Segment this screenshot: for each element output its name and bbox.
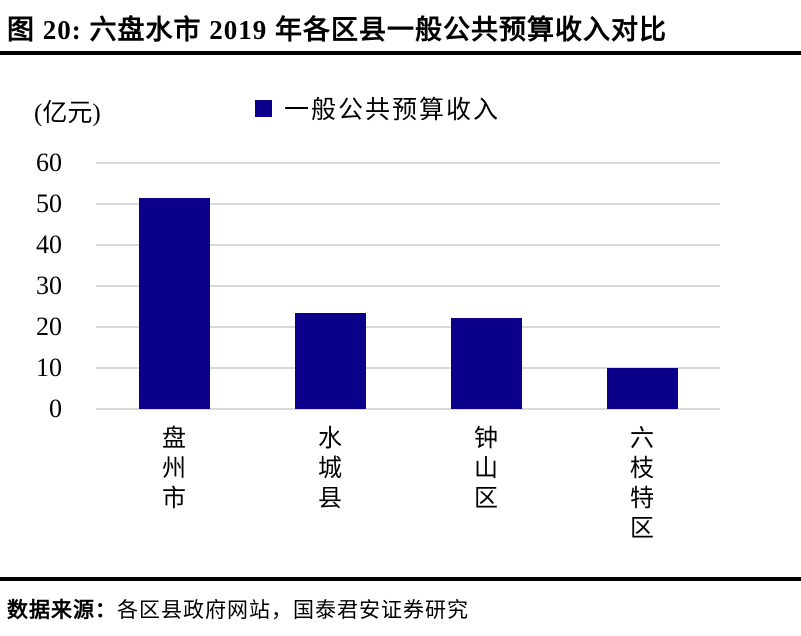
x-axis-category-label: 盘州市 [96, 424, 252, 514]
gridline [96, 367, 720, 369]
legend-label: 一般公共预算收入 [284, 97, 501, 124]
x-axis-label-char: 盘 [162, 426, 186, 452]
x-axis-label-char: 州 [162, 456, 186, 482]
y-axis-tick-label: 40 [36, 230, 62, 259]
bar-水城县 [294, 313, 366, 409]
x-axis-label-char: 区 [474, 486, 498, 512]
x-axis-label-char: 县 [318, 486, 342, 512]
footer-divider [0, 577, 801, 581]
x-axis-label-char: 市 [162, 486, 186, 512]
bar-钟山区 [450, 318, 522, 409]
x-axis-category-label: 六枝特区 [564, 424, 720, 544]
y-axis-tick-label: 0 [49, 394, 62, 423]
bar-六枝特区 [606, 368, 678, 409]
y-axis-tick-label: 10 [36, 353, 62, 382]
y-axis-tick-label: 60 [36, 148, 62, 177]
gridline [96, 408, 720, 410]
figure-title: 图 20: 六盘水市 2019 年各区县一般公共预算收入对比 [7, 15, 667, 45]
y-axis-unit-label: (亿元) [34, 100, 101, 127]
x-axis-label-char: 城 [318, 456, 342, 482]
legend: 一般公共预算收入 [255, 90, 500, 126]
x-axis-label-char: 枝 [630, 456, 654, 482]
plot-area [96, 162, 720, 410]
gridline [96, 244, 720, 246]
y-axis-tick-label: 20 [36, 312, 62, 341]
gridline [96, 285, 720, 287]
y-axis-tick-label: 50 [36, 189, 62, 218]
x-axis-label-char: 水 [318, 426, 342, 452]
title-divider [0, 51, 801, 55]
x-axis-label-char: 六 [630, 426, 654, 452]
gridline [96, 203, 720, 205]
x-axis-category-label: 水城县 [252, 424, 408, 514]
x-axis-label-char: 钟 [474, 426, 498, 452]
legend-swatch-icon [255, 99, 272, 117]
gridline [96, 162, 720, 164]
data-source: 数据来源：各区县政府网站，国泰君安证券研究 [7, 594, 469, 624]
x-axis-label-char: 山 [474, 456, 498, 482]
data-source-text: 各区县政府网站，国泰君安证券研究 [117, 598, 469, 622]
x-axis-category-label: 钟山区 [408, 424, 564, 514]
gridline [96, 326, 720, 328]
bar-盘州市 [138, 197, 210, 409]
data-source-label: 数据来源： [7, 598, 117, 622]
x-axis-label-char: 特 [630, 486, 654, 512]
x-axis-label-char: 区 [630, 516, 654, 542]
y-axis-tick-label: 30 [36, 271, 62, 300]
y-axis: 0 10 20 30 40 50 60 [0, 150, 62, 422]
